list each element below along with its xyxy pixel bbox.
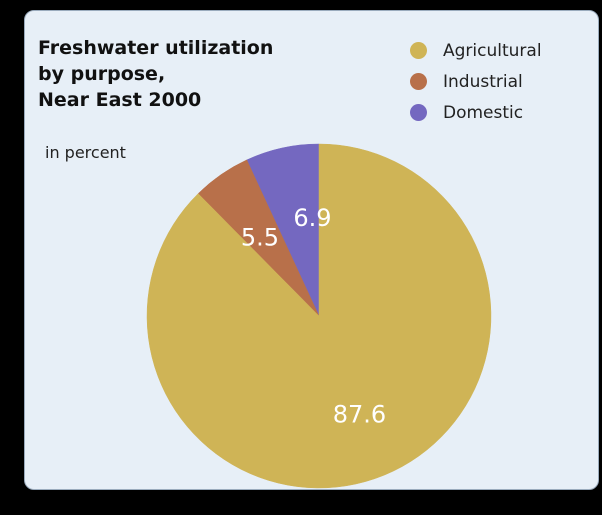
pie-label-industrial: 5.5 xyxy=(241,223,279,251)
legend-swatch-agricultural xyxy=(410,42,427,59)
legend-item-agricultural: Agricultural xyxy=(410,35,542,66)
pie-chart: 87.6 5.5 6.9 xyxy=(146,143,492,489)
legend-swatch-domestic xyxy=(410,104,427,121)
chart-panel: Freshwater utilization by purpose, Near … xyxy=(24,10,599,490)
pie-label-agricultural: 87.6 xyxy=(333,401,386,429)
legend-item-domestic: Domestic xyxy=(410,97,542,128)
chart-title: Freshwater utilization by purpose, Near … xyxy=(38,35,378,113)
legend-label-industrial: Industrial xyxy=(443,71,523,92)
chart-title-line-3: Near East 2000 xyxy=(38,89,202,111)
pie-slice-agricultural xyxy=(146,143,492,489)
legend-swatch-industrial xyxy=(410,73,427,90)
chart-legend: Agricultural Industrial Domestic xyxy=(410,35,542,128)
legend-label-agricultural: Agricultural xyxy=(443,40,542,61)
chart-title-line-2: by purpose, xyxy=(38,63,166,85)
unit-label: in percent xyxy=(45,143,126,162)
pie-label-domestic: 6.9 xyxy=(293,204,331,232)
legend-item-industrial: Industrial xyxy=(410,66,542,97)
legend-label-domestic: Domestic xyxy=(443,102,524,123)
chart-title-line-1: Freshwater utilization xyxy=(38,37,274,59)
